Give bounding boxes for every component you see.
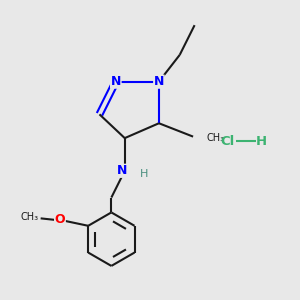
Text: N: N [117,164,127,177]
Text: O: O [55,213,65,226]
Text: CH₃: CH₃ [206,133,225,143]
Text: N: N [154,75,164,88]
Text: N: N [111,75,121,88]
Text: H: H [140,169,148,179]
Text: Cl: Cl [220,135,234,148]
Text: H: H [256,135,267,148]
Text: CH₃: CH₃ [20,212,38,222]
